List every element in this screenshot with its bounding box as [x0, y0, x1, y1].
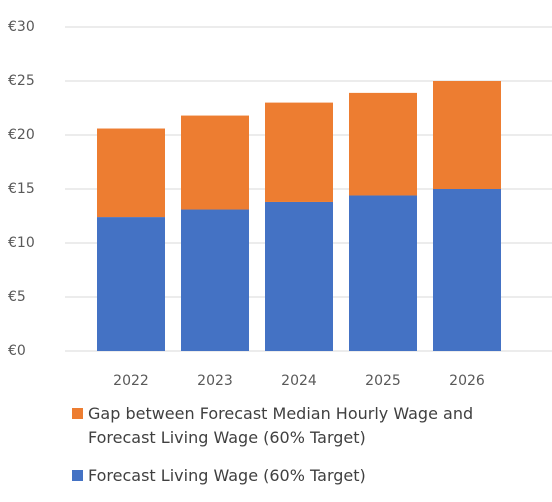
- bar-segment: [265, 201, 333, 351]
- legend-label: Gap between Forecast Median Hourly Wage …: [88, 404, 474, 447]
- bar-segment: [97, 217, 165, 351]
- y-tick-label: €5: [8, 289, 26, 305]
- legend: Gap between Forecast Median Hourly Wage …: [72, 402, 542, 502]
- y-tick-label: €15: [8, 181, 35, 197]
- bar-segment: [265, 102, 333, 202]
- bar-segment: [433, 189, 501, 351]
- bar-segment: [349, 92, 417, 196]
- legend-swatch: [72, 470, 83, 481]
- legend-item: Gap between Forecast Median Hourly Wage …: [72, 402, 528, 450]
- y-tick-label: €30: [8, 19, 35, 35]
- x-tick-label: 2023: [197, 373, 233, 389]
- x-tick-label: 2026: [449, 373, 485, 389]
- bar-segment: [349, 195, 417, 351]
- bar-segment: [433, 81, 501, 189]
- bar-segment: [181, 115, 249, 210]
- bar-segment: [97, 128, 165, 218]
- legend-item: Forecast Living Wage (60% Target): [72, 464, 528, 488]
- x-tick-label: 2024: [281, 373, 317, 389]
- y-tick-label: €20: [8, 127, 35, 143]
- legend-swatch: [72, 408, 83, 419]
- bar-segment: [181, 209, 249, 351]
- x-tick-label: 2025: [365, 373, 401, 389]
- legend-label: Forecast Living Wage (60% Target): [88, 466, 366, 485]
- y-tick-label: €0: [8, 343, 26, 359]
- plot: €0 €5 €10 €15 €20 €25 €30 2022 2023 2024 2025 2026: [8, 19, 552, 389]
- y-tick-label: €10: [8, 235, 35, 251]
- x-tick-label: 2022: [113, 373, 149, 389]
- y-tick-label: €25: [8, 73, 35, 89]
